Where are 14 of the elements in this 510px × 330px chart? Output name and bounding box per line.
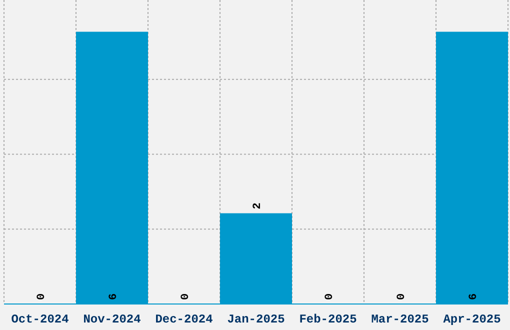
x-tick-label: Mar-2025 xyxy=(371,312,429,327)
x-tick-label: Nov-2024 xyxy=(83,312,141,327)
data-label: 0 xyxy=(396,293,408,300)
data-label: 0 xyxy=(36,293,48,300)
data-label: 6 xyxy=(468,293,480,300)
data-label: 0 xyxy=(324,293,336,300)
data-label: 0 xyxy=(180,293,192,300)
x-tick-label: Jan-2025 xyxy=(227,312,285,327)
x-tick-label: Oct-2024 xyxy=(11,312,69,327)
x-tick-label: Feb-2025 xyxy=(299,312,357,327)
x-tick-label: Apr-2025 xyxy=(443,312,501,327)
data-label: 2 xyxy=(252,202,264,210)
x-tick-label: Dec-2024 xyxy=(155,312,213,327)
data-label: 6 xyxy=(108,293,120,300)
